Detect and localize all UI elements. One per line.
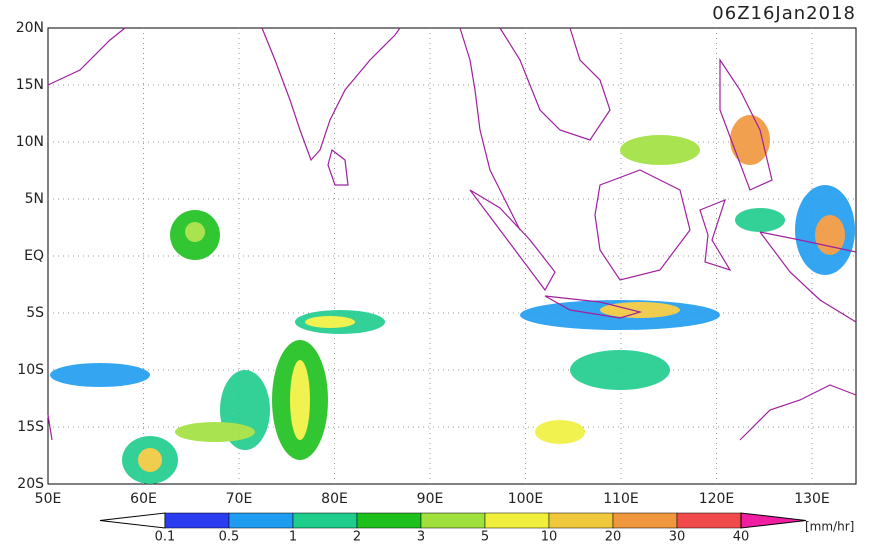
colorbar-tick-label: 3	[417, 530, 425, 544]
coastline	[459, 27, 521, 231]
lon-label: 50E	[35, 491, 62, 507]
coastline	[699, 198, 732, 272]
rain-area	[620, 135, 700, 165]
colorbar-segment	[164, 512, 230, 529]
map-title: 06Z16Jan2018	[712, 3, 856, 24]
colorbar-tick-label: 40	[733, 530, 750, 544]
colorbar-segment	[420, 512, 486, 529]
lon-label: 120E	[699, 491, 735, 507]
rain-area	[290, 360, 310, 440]
map-frame	[47, 27, 857, 485]
colorbar-tick-label: 5	[481, 530, 489, 544]
colorbar-tick-label: 2	[353, 530, 361, 544]
colorbar-arrow	[740, 512, 807, 529]
colorbar-segment	[548, 512, 614, 529]
lat-label: 10N	[16, 134, 44, 150]
rain-area	[50, 363, 150, 387]
coastline	[719, 58, 773, 191]
rain-area	[730, 115, 770, 165]
colorbar	[99, 512, 807, 529]
coastline	[47, 414, 53, 441]
colorbar-segment	[292, 512, 358, 529]
coastlines	[47, 27, 857, 441]
coastline	[739, 384, 857, 441]
coastline	[499, 27, 611, 141]
rain-area	[570, 350, 670, 390]
lon-label: 70E	[226, 491, 253, 507]
coastline	[759, 231, 857, 323]
rain-area	[600, 302, 680, 318]
coastline	[327, 148, 349, 186]
colorbar-segment	[356, 512, 422, 529]
rain-area	[735, 208, 785, 232]
lat-label: 20N	[16, 20, 44, 36]
lat-label: 5N	[25, 191, 44, 207]
lat-label: 15S	[17, 419, 44, 435]
lon-label: 90E	[417, 491, 444, 507]
colorbar-segment	[676, 512, 742, 529]
lat-label: 20S	[17, 476, 44, 492]
lat-label: 15N	[16, 77, 44, 93]
colorbar-arrow	[99, 512, 166, 529]
lat-label: 5S	[26, 305, 44, 321]
colorbar-unit: [mm/hr]	[805, 520, 854, 534]
coastline	[47, 27, 126, 86]
lon-label: 130E	[794, 491, 830, 507]
colorbar-tick-label: 30	[669, 530, 686, 544]
precipitation	[50, 115, 855, 484]
colorbar-segment	[228, 512, 294, 529]
rain-area	[305, 316, 355, 328]
rain-area	[535, 420, 585, 444]
coastline	[261, 27, 401, 162]
lon-label: 60E	[130, 491, 157, 507]
lon-label: 80E	[321, 491, 348, 507]
rain-area	[138, 448, 162, 472]
colorbar-segment	[612, 512, 678, 529]
lon-label: 110E	[603, 491, 639, 507]
coastline	[594, 169, 691, 281]
rain-area	[185, 222, 205, 242]
colorbar-tick-label: 10	[541, 530, 558, 544]
lat-label: EQ	[24, 248, 44, 264]
rain-area	[175, 422, 255, 442]
coastline	[544, 295, 643, 319]
colorbar-tick-label: 20	[605, 530, 622, 544]
colorbar-tick-label: 0.5	[219, 530, 240, 544]
coastline	[469, 189, 556, 292]
lat-label: 10S	[17, 362, 44, 378]
colorbar-segment	[484, 512, 550, 529]
colorbar-tick-label: 1	[289, 530, 297, 544]
lon-label: 100E	[508, 491, 544, 507]
colorbar-tick-label: 0.1	[155, 530, 176, 544]
